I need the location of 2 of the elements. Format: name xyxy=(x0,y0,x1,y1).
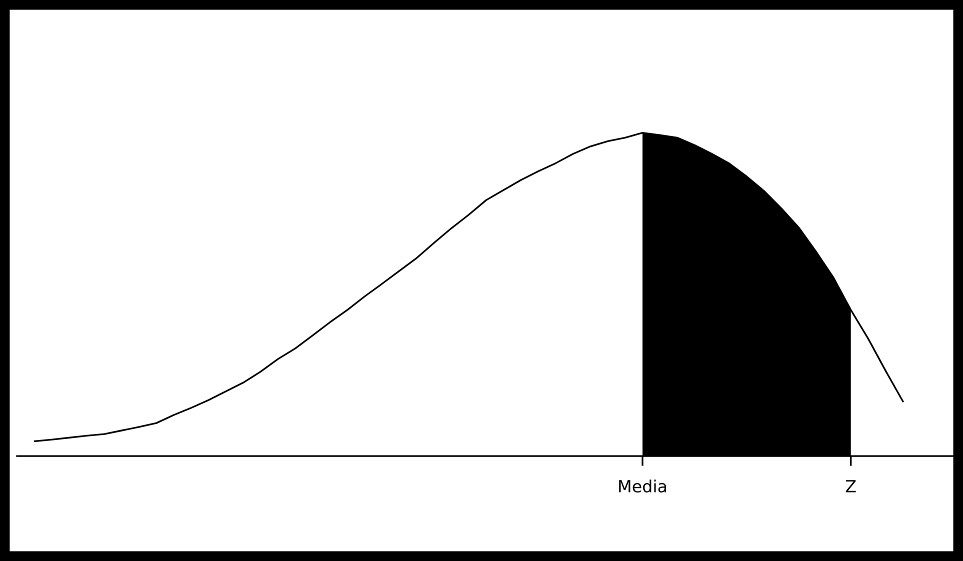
x-tick-label: Media xyxy=(619,480,666,493)
x-tick-label: Z xyxy=(846,480,856,492)
